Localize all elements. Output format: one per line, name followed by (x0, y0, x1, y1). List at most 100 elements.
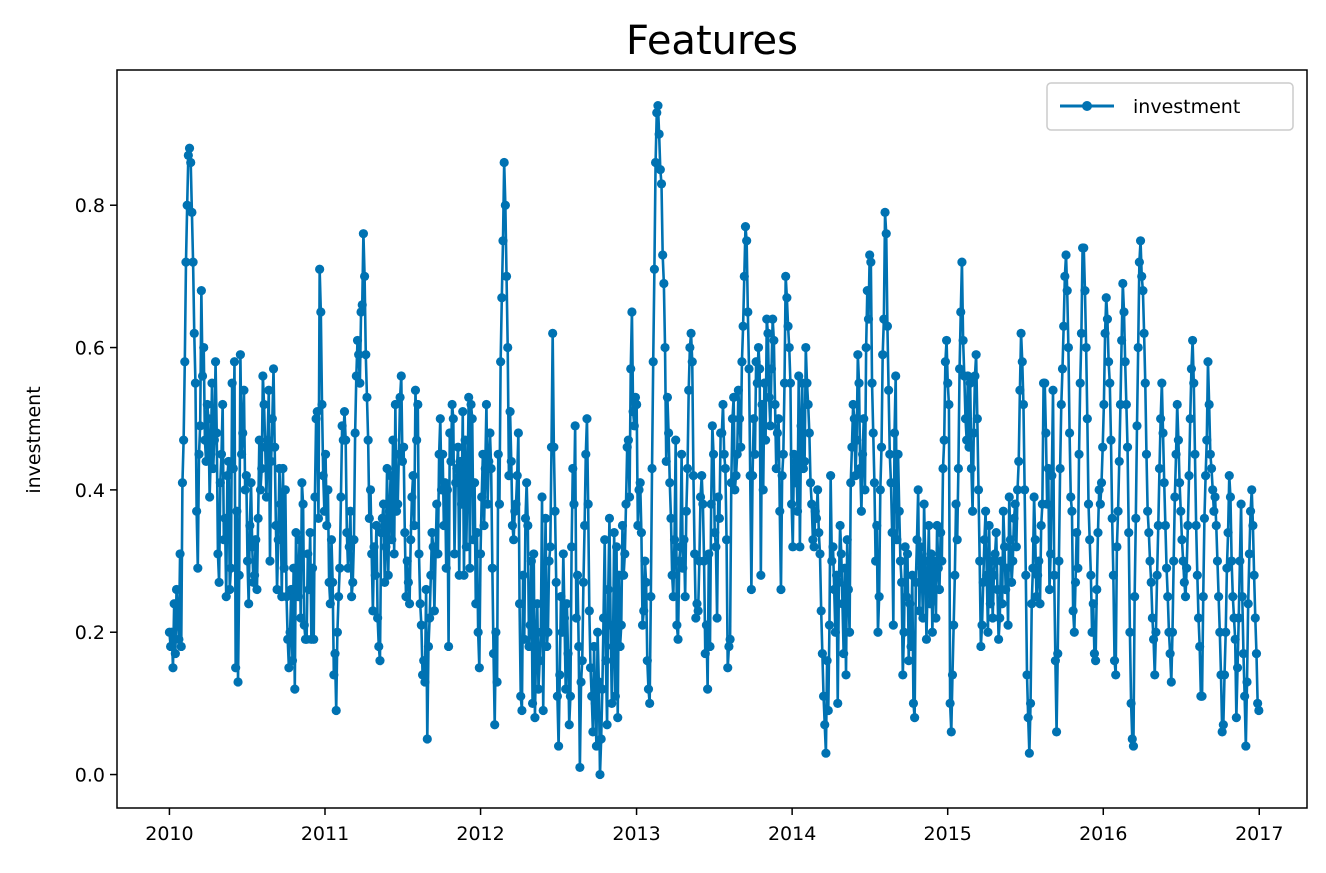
data-point (429, 606, 439, 616)
data-point (435, 414, 445, 424)
data-point (167, 627, 177, 637)
data-point (511, 499, 521, 509)
data-point (1080, 286, 1090, 296)
data-point (889, 428, 900, 438)
data-point (855, 463, 865, 474)
y-axis-label: investment (23, 386, 45, 493)
data-point (442, 485, 452, 495)
data-point (765, 421, 775, 431)
data-point (707, 421, 717, 431)
data-point (377, 513, 387, 523)
data-point (255, 485, 266, 495)
data-point (1004, 492, 1014, 502)
data-point (1107, 513, 1117, 523)
data-point (1230, 634, 1240, 644)
data-point (1192, 570, 1202, 580)
data-point (706, 499, 716, 509)
data-point (183, 150, 193, 160)
data-point (272, 584, 282, 595)
data-point (1166, 677, 1176, 687)
data-point (239, 385, 249, 395)
data-point (406, 535, 416, 545)
data-point (535, 656, 545, 666)
data-point (1167, 627, 1178, 637)
data-point (758, 485, 768, 495)
data-point (1101, 293, 1111, 303)
data-point (1174, 478, 1185, 488)
data-point (895, 556, 906, 566)
data-point (222, 471, 232, 481)
x-tick-label: 2010 (145, 823, 193, 845)
data-point (1132, 421, 1142, 431)
data-point (375, 656, 385, 666)
data-point (931, 613, 941, 623)
data-point (168, 663, 178, 673)
data-point (1238, 648, 1249, 659)
data-point (742, 236, 752, 246)
data-point (634, 485, 644, 495)
data-point (602, 720, 612, 730)
data-point (536, 627, 546, 637)
data-point (910, 713, 920, 723)
data-point (1223, 527, 1233, 538)
data-point (234, 570, 244, 580)
data-point (692, 599, 702, 609)
data-point (860, 485, 870, 495)
data-point (574, 641, 584, 652)
data-point (1106, 435, 1116, 445)
data-point (203, 414, 214, 424)
data-point (303, 549, 313, 559)
data-point (322, 520, 332, 531)
data-point (695, 492, 706, 502)
data-point (504, 471, 514, 481)
data-point (888, 620, 898, 630)
data-point (843, 584, 853, 595)
data-point (350, 428, 360, 438)
data-point (915, 542, 926, 552)
data-point (1054, 556, 1064, 566)
data-point (608, 641, 618, 652)
data-point (297, 478, 307, 488)
data-point (402, 556, 412, 566)
data-point (351, 371, 361, 381)
data-point (891, 371, 901, 381)
data-point (313, 513, 324, 523)
data-point (1130, 592, 1140, 602)
data-point (938, 463, 948, 474)
data-point (438, 449, 448, 459)
data-point (220, 513, 230, 523)
data-point (1198, 592, 1208, 602)
data-point (1003, 620, 1013, 630)
data-point (1133, 342, 1143, 353)
data-point (291, 527, 301, 538)
data-point (842, 535, 852, 545)
data-point (620, 549, 630, 559)
data-point (600, 535, 610, 545)
data-point (422, 734, 432, 744)
data-point (1005, 535, 1016, 545)
data-point (227, 378, 237, 388)
data-point (1064, 428, 1075, 438)
data-point (491, 627, 501, 637)
data-point (517, 705, 527, 716)
data-point (1183, 520, 1193, 531)
data-point (732, 449, 742, 459)
data-point (1156, 414, 1166, 424)
data-point (575, 762, 585, 773)
data-point (383, 570, 393, 580)
data-point (316, 307, 326, 317)
data-point (1095, 499, 1105, 509)
data-point (208, 463, 218, 474)
data-point (287, 656, 298, 666)
data-point (776, 584, 786, 595)
data-point (471, 599, 481, 609)
data-point (420, 677, 430, 687)
data-point (427, 527, 437, 538)
data-point (484, 456, 494, 467)
data-point (1092, 584, 1102, 595)
data-point (1251, 648, 1262, 659)
data-point (856, 506, 867, 516)
data-point (778, 449, 788, 459)
data-point (823, 705, 833, 716)
